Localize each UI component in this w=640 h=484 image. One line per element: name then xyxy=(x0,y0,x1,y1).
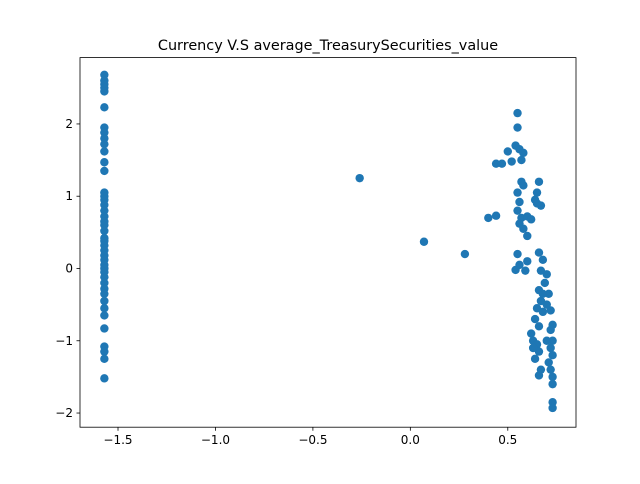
point xyxy=(517,155,526,165)
point xyxy=(100,278,109,288)
point xyxy=(534,248,544,257)
y-tick-label: 1 xyxy=(65,189,73,203)
point xyxy=(528,343,538,353)
x-tick-label: −1.5 xyxy=(103,433,132,447)
point xyxy=(523,231,532,241)
point xyxy=(511,265,520,275)
point xyxy=(460,249,470,259)
y-tick-label: −1 xyxy=(55,334,73,348)
point xyxy=(548,403,557,413)
point xyxy=(546,325,555,335)
point xyxy=(100,200,109,210)
point xyxy=(507,157,516,166)
point xyxy=(544,358,553,367)
point xyxy=(521,266,530,275)
point xyxy=(544,289,553,298)
point xyxy=(515,197,524,207)
point xyxy=(100,134,109,143)
point xyxy=(523,257,532,266)
point xyxy=(100,166,109,176)
point xyxy=(526,215,536,224)
x-tick-label: 0.5 xyxy=(498,433,517,447)
point xyxy=(513,123,522,132)
point xyxy=(355,173,364,183)
point xyxy=(100,311,109,320)
point xyxy=(100,354,109,364)
point xyxy=(484,213,493,223)
point xyxy=(530,354,540,364)
point xyxy=(503,147,512,156)
point xyxy=(538,255,548,265)
point xyxy=(519,181,528,190)
point xyxy=(519,148,528,158)
x-tick-label: 0.0 xyxy=(401,433,420,447)
point xyxy=(100,226,109,236)
point xyxy=(548,336,557,345)
point xyxy=(548,372,557,382)
point xyxy=(548,379,557,389)
point xyxy=(536,201,546,210)
point xyxy=(519,224,528,233)
point xyxy=(419,237,429,246)
y-tick-label: 2 xyxy=(65,117,73,131)
point xyxy=(548,397,557,407)
point xyxy=(534,371,544,380)
chart-title: Currency V.S average_TreasurySecurities_… xyxy=(158,38,498,54)
point xyxy=(100,70,109,80)
axes-frame xyxy=(79,57,577,428)
x-tick-label: −1.0 xyxy=(201,433,230,447)
point xyxy=(497,159,507,168)
point xyxy=(542,336,551,345)
point xyxy=(538,289,548,298)
point xyxy=(100,128,109,137)
point xyxy=(534,322,544,331)
point xyxy=(534,177,544,186)
point xyxy=(513,249,522,259)
point xyxy=(546,365,555,374)
point xyxy=(100,220,109,230)
point xyxy=(100,158,109,167)
point xyxy=(100,347,109,356)
point xyxy=(100,272,109,282)
point xyxy=(542,300,551,309)
point xyxy=(513,108,522,118)
point xyxy=(513,188,522,197)
point xyxy=(546,343,555,353)
point xyxy=(526,329,536,338)
point xyxy=(100,103,109,112)
point xyxy=(100,289,109,298)
point xyxy=(530,314,540,324)
point xyxy=(100,374,109,383)
point xyxy=(100,324,109,333)
point xyxy=(540,278,550,288)
point xyxy=(100,296,109,306)
point xyxy=(100,87,109,96)
point xyxy=(548,351,557,360)
point xyxy=(491,159,501,168)
point xyxy=(538,307,548,317)
point xyxy=(513,206,522,215)
point xyxy=(532,188,542,197)
y-tick-label: 0 xyxy=(65,261,73,275)
y-tick-label: −2 xyxy=(55,406,73,420)
point xyxy=(491,211,501,220)
point xyxy=(100,139,109,149)
point xyxy=(542,270,551,279)
point xyxy=(100,206,109,215)
x-tick-label: −0.5 xyxy=(298,433,327,447)
point xyxy=(100,147,109,156)
point xyxy=(100,304,109,313)
